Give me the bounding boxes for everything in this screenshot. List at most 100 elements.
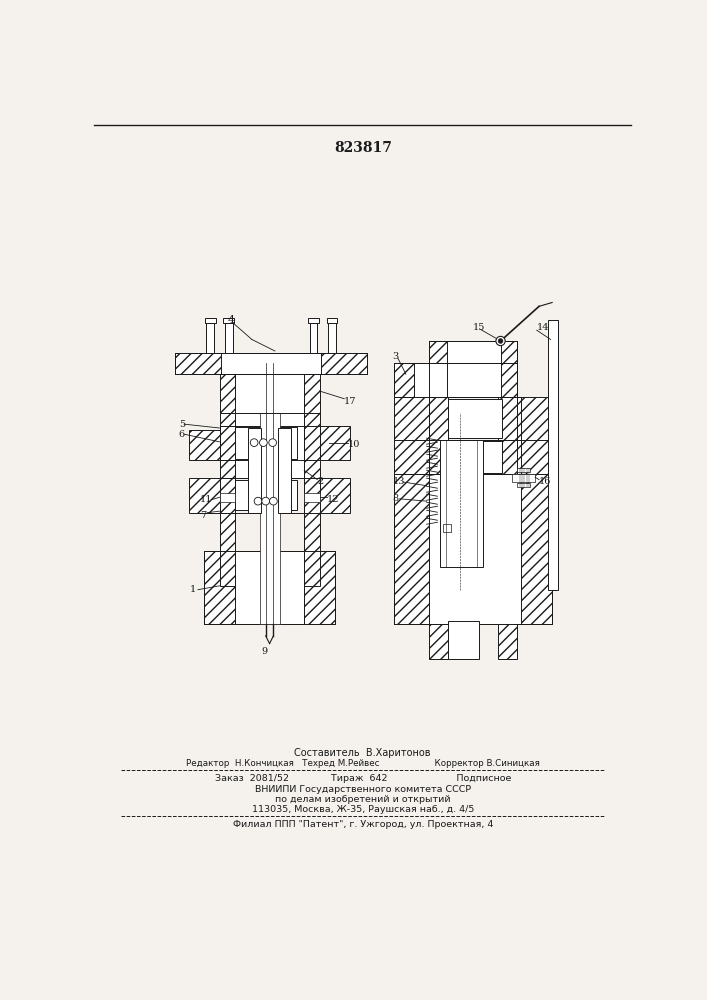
Bar (304, 426, 320, 460)
Bar (429, 363, 518, 397)
Bar (219, 478, 235, 513)
Bar (175, 353, 368, 374)
Circle shape (254, 497, 262, 505)
Text: Составитель  В.Харитонов: Составитель В.Харитонов (295, 748, 431, 758)
Text: 9: 9 (262, 647, 268, 656)
Circle shape (269, 497, 277, 505)
Bar (447, 363, 501, 397)
Bar (304, 374, 320, 413)
Bar (518, 474, 552, 624)
Bar (429, 397, 448, 440)
Bar (223, 318, 234, 323)
Bar (320, 426, 351, 460)
Bar (259, 363, 279, 624)
Bar (304, 478, 320, 513)
Bar (235, 374, 304, 413)
Bar (395, 474, 429, 624)
Bar (304, 413, 320, 478)
Circle shape (496, 336, 506, 346)
Circle shape (262, 497, 269, 505)
Text: 113035, Москва, Ж-35, Раушская наб., д. 4/5: 113035, Москва, Ж-35, Раушская наб., д. … (252, 805, 474, 814)
Bar (304, 513, 320, 586)
Bar (443, 524, 450, 532)
Bar (219, 513, 235, 586)
Bar (395, 397, 429, 440)
Bar (498, 440, 518, 474)
Bar (221, 353, 321, 374)
Text: 1: 1 (190, 585, 197, 594)
Bar (235, 413, 304, 478)
Bar (225, 323, 233, 353)
Circle shape (250, 439, 258, 446)
Bar (518, 483, 530, 487)
Bar (328, 323, 336, 353)
Bar (219, 426, 235, 460)
Text: 823817: 823817 (334, 141, 392, 155)
Bar (235, 551, 304, 624)
Bar (278, 428, 291, 513)
Bar (219, 426, 304, 460)
Bar (395, 474, 552, 624)
Bar (395, 363, 448, 397)
Bar (204, 551, 335, 624)
Bar (204, 551, 235, 624)
Bar (175, 353, 368, 374)
Bar (429, 363, 518, 397)
Bar (219, 374, 235, 413)
Bar (219, 413, 235, 478)
Bar (189, 478, 219, 513)
Text: 7: 7 (200, 511, 206, 520)
Text: 2: 2 (317, 477, 324, 486)
Text: 13: 13 (393, 477, 405, 486)
Bar (512, 474, 535, 482)
Text: 15: 15 (473, 323, 485, 332)
Bar (205, 318, 216, 323)
Bar (429, 440, 521, 474)
Bar (518, 397, 552, 440)
Bar (440, 440, 483, 567)
Bar (448, 399, 502, 438)
Bar (498, 620, 518, 659)
Bar (518, 468, 530, 472)
Text: 3: 3 (392, 352, 398, 361)
Text: 5: 5 (179, 420, 185, 429)
Bar (429, 397, 521, 440)
Bar (429, 440, 448, 474)
Circle shape (259, 439, 267, 446)
Text: 8: 8 (393, 494, 399, 503)
Text: 12: 12 (327, 495, 339, 504)
Bar (518, 440, 552, 474)
Bar (395, 363, 448, 397)
Bar (235, 480, 296, 510)
Bar (206, 323, 214, 353)
Bar (304, 551, 335, 624)
Text: 4: 4 (227, 315, 234, 325)
Circle shape (498, 339, 503, 343)
Bar (447, 341, 501, 363)
Bar (448, 441, 502, 473)
Text: 16: 16 (539, 477, 551, 486)
Text: Редактор  Н.Кончицкая   Техред М.Рейвес                    Корректор В.Синицкая: Редактор Н.Кончицкая Техред М.Рейвес Кор… (186, 759, 539, 768)
Bar (429, 474, 521, 624)
Bar (327, 318, 337, 323)
Bar (308, 318, 319, 323)
Bar (248, 428, 261, 513)
Text: 10: 10 (348, 440, 361, 449)
Bar (498, 397, 518, 440)
Text: по делам изобретений и открытий: по делам изобретений и открытий (275, 795, 450, 804)
Bar (304, 493, 320, 502)
Bar (189, 430, 219, 460)
Bar (235, 427, 296, 459)
Bar (429, 341, 518, 363)
Bar (310, 323, 317, 353)
Bar (414, 363, 448, 397)
Bar (395, 440, 429, 474)
Text: 6: 6 (179, 430, 185, 439)
Text: 14: 14 (537, 323, 549, 332)
Bar (429, 620, 448, 659)
Bar (448, 620, 479, 659)
Text: 11: 11 (200, 495, 213, 504)
Text: ВНИИПИ Государственного комитета СССР: ВНИИПИ Государственного комитета СССР (255, 785, 471, 794)
Circle shape (269, 439, 276, 446)
Text: Заказ  2081/52              Тираж  642                       Подписное: Заказ 2081/52 Тираж 642 Подписное (214, 774, 511, 783)
